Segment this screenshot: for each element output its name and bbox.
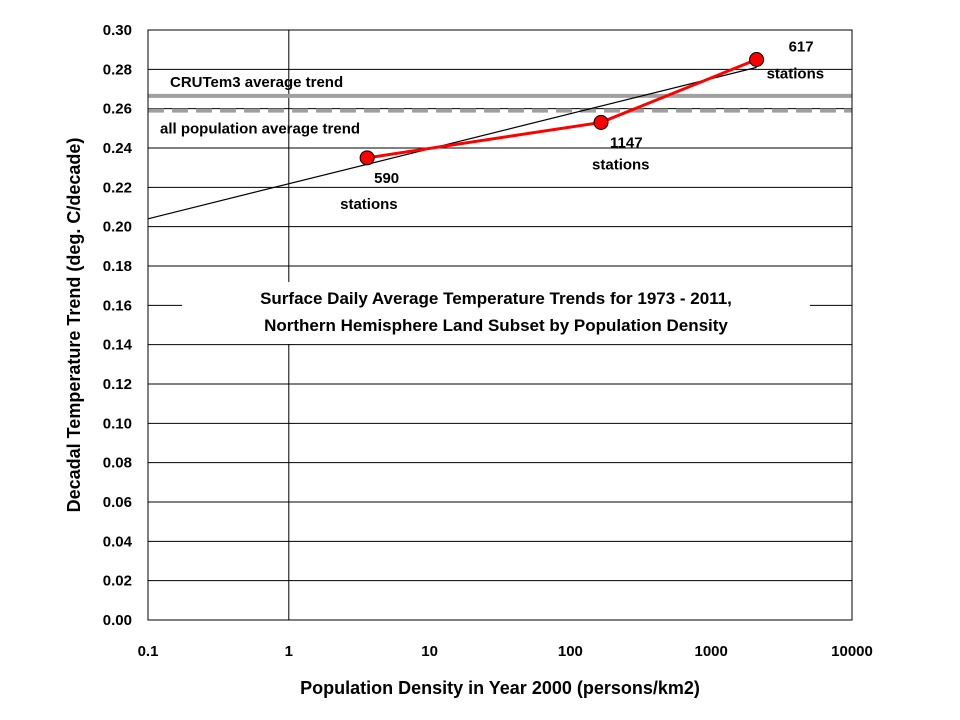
data-point-label: stations	[767, 66, 825, 83]
y-tick-label: 0.20	[103, 219, 132, 236]
x-tick-label: 1000	[695, 643, 728, 660]
chart-title-line-2: Northern Hemisphere Land Subset by Popul…	[264, 316, 728, 335]
plot-border	[147, 29, 853, 621]
chart-title-box: Surface Daily Average Temperature Trends…	[182, 282, 810, 344]
data-point	[749, 52, 765, 67]
y-tick-label: 0.02	[103, 573, 132, 590]
y-tick-label: 0.16	[103, 297, 132, 314]
point-labels: 590 stations 1147 stations 617 stations	[340, 39, 824, 213]
data-point-label: 617	[789, 39, 814, 56]
y-tick-label: 0.18	[103, 258, 132, 275]
y-tick-label: 0.06	[103, 494, 132, 511]
x-tick-labels: 0.1 1 10 100 1000 10000	[138, 643, 873, 660]
fit-line	[147, 66, 757, 220]
y-tick-label: 0.22	[103, 179, 132, 196]
y-tick-label: 0.30	[103, 22, 132, 39]
y-tick-label: 0.04	[103, 533, 133, 550]
data-point-label: 590	[374, 170, 399, 187]
reference-line-label: all population average trend	[160, 121, 360, 138]
chart-title-line-1: Surface Daily Average Temperature Trends…	[260, 289, 732, 308]
data-point-label: stations	[340, 196, 398, 213]
y-tick-label: 0.12	[103, 376, 132, 393]
data-point	[593, 114, 609, 130]
y-tick-label: 0.08	[103, 455, 132, 472]
x-tick-label: 100	[558, 643, 583, 660]
y-tick-label: 0.10	[103, 415, 132, 432]
x-tick-label: 0.1	[138, 643, 159, 660]
x-tick-label: 10000	[831, 643, 873, 660]
y-tick-label: 0.24	[103, 140, 133, 157]
x-axis-title: Population Density in Year 2000 (persons…	[300, 678, 700, 698]
y-tick-labels: 0.00 0.02 0.04 0.06 0.08 0.10 0.12 0.14 0.16 0.18…	[103, 22, 133, 629]
data-point-label: 1147	[610, 134, 643, 151]
y-tick-label: 0.14	[103, 337, 133, 354]
y-tick-label: 0.26	[103, 101, 132, 118]
reference-lines: CRUTem3 average trend all population aver…	[148, 74, 852, 138]
y-tick-label: 0.28	[103, 61, 132, 78]
y-tick-label: 0.00	[103, 612, 132, 629]
reference-line-label: CRUTem3 average trend	[170, 74, 343, 91]
y-axis-title: Decadal Temperature Trend (deg. C/decade…	[64, 138, 84, 513]
data-series	[359, 52, 765, 166]
x-tick-label: 10	[421, 643, 438, 660]
data-point	[359, 150, 375, 166]
x-tick-label: 1	[285, 643, 293, 660]
data-point-label: stations	[592, 156, 650, 173]
